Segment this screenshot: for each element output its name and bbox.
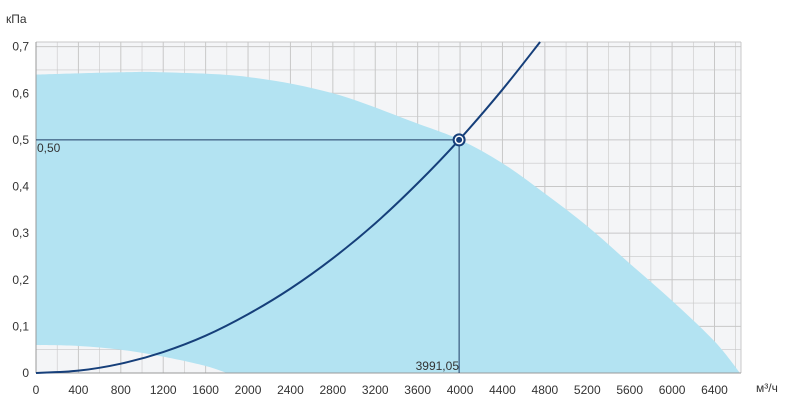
x-tick-label: 4000 xyxy=(447,383,474,397)
x-tick-label: 5600 xyxy=(616,383,643,397)
y-tick-label: 0 xyxy=(22,366,29,380)
x-tick-label: 800 xyxy=(111,383,131,397)
operating-point-dot xyxy=(456,136,463,143)
y-tick-labels: 0 0,1 0,2 0,3 0,4 0,5 0,6 0,7 xyxy=(12,40,29,380)
operating-point-marker[interactable] xyxy=(452,133,466,147)
y-tick-label: 0,1 xyxy=(12,319,29,333)
x-axis-unit: м³/ч xyxy=(756,381,778,395)
x-tick-label: 3600 xyxy=(404,383,431,397)
y-axis-unit: кПа xyxy=(6,12,27,26)
y-tick-label: 0,5 xyxy=(12,133,29,147)
operating-point-x-label: 3991,05 xyxy=(416,359,460,373)
x-tick-label: 6400 xyxy=(701,383,728,397)
x-tick-label: 3200 xyxy=(362,383,389,397)
x-tick-label: 4800 xyxy=(532,383,559,397)
operating-point-y-label: 0,50 xyxy=(37,141,61,155)
x-tick-label: 5200 xyxy=(574,383,601,397)
x-tick-label: 4400 xyxy=(489,383,516,397)
x-tick-label: 400 xyxy=(68,383,88,397)
x-tick-label: 1200 xyxy=(150,383,177,397)
y-tick-label: 0,6 xyxy=(12,86,29,100)
x-tick-label: 0 xyxy=(33,383,40,397)
y-tick-label: 0,4 xyxy=(12,180,29,194)
x-tick-label: 1600 xyxy=(192,383,219,397)
y-tick-label: 0,3 xyxy=(12,226,29,240)
x-tick-labels: 0 400 800 1200 1600 2000 2400 2800 3200 3600 4000 4… xyxy=(33,383,729,397)
y-tick-label: 0,7 xyxy=(12,40,29,54)
y-tick-label: 0,2 xyxy=(12,273,29,287)
x-tick-label: 2000 xyxy=(235,383,262,397)
x-tick-label: 2800 xyxy=(319,383,346,397)
x-tick-label: 2400 xyxy=(277,383,304,397)
x-tick-label: 6000 xyxy=(659,383,686,397)
operating-envelope xyxy=(36,71,740,373)
operating-point-guides xyxy=(36,139,460,373)
